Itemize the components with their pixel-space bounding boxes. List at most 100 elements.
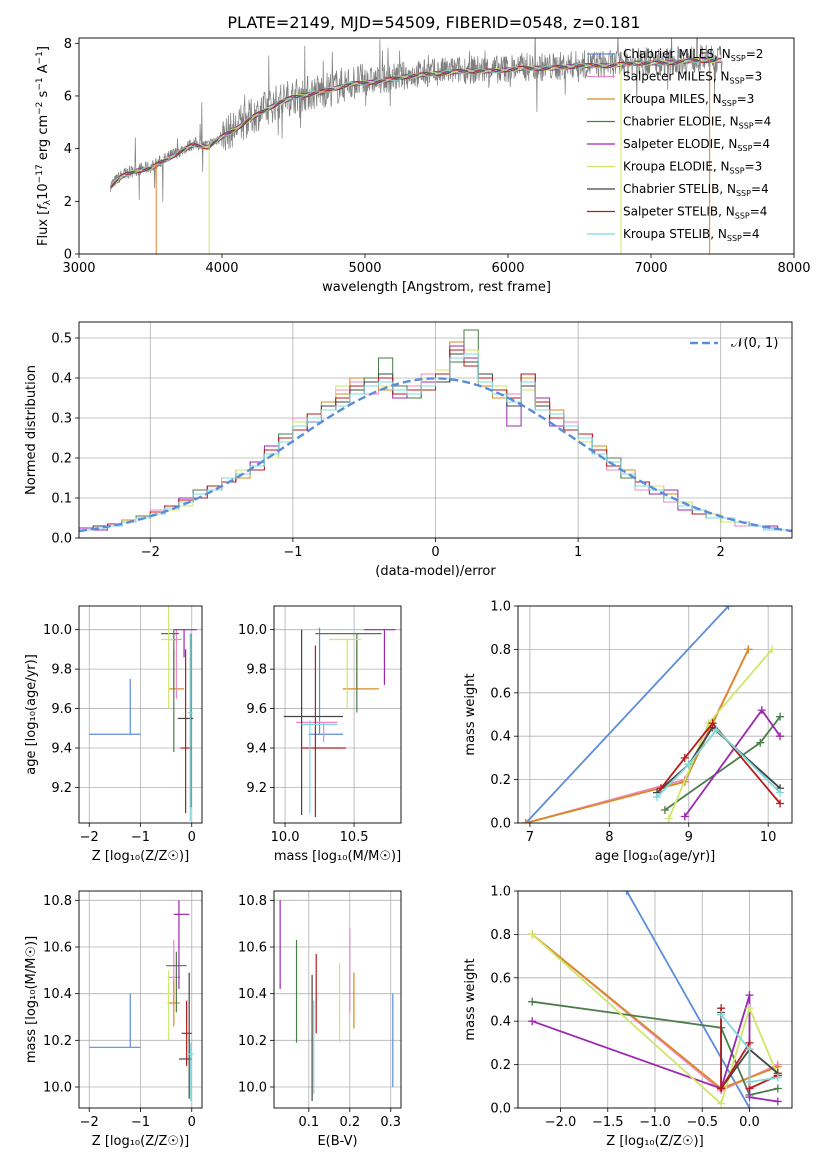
legend-model: Chabrier ELODIE, N [623,115,739,129]
y-tick-label: 10.4 [238,987,267,1002]
y-tick-label: 0.4 [51,372,72,387]
y-tick-label: 0.0 [490,817,511,832]
y-tick-label: 10.0 [238,623,267,638]
y-tick-label: 10.2 [43,1034,72,1049]
x-tick-label: 9 [685,830,693,845]
y-tick-label: 9.4 [246,742,267,757]
x-tick-label: −1 [283,545,302,560]
x-tick-label: −1.5 [592,1115,624,1130]
x-axis-label: age [log₁₀(age/yr)] [595,849,716,864]
x-axis-label: mass [log₁₀(M/M☉)] [274,849,401,864]
weight-line-kroupa-stelib [720,1014,778,1084]
y-axis-label: mass weight [463,673,478,755]
weight-marker [708,719,717,728]
y-tick-label: 0.0 [51,532,72,547]
y-axis-label-part: −1 [35,51,45,64]
y-tick-label: 8 [64,37,72,52]
legend-entry: Kroupa STELIB, NSSP=4 [623,227,760,243]
legend-nssp: =4 [754,115,772,129]
axes-frame [517,605,793,824]
y-tick-label: 10.0 [43,623,72,638]
x-tick-label: −2 [80,1115,99,1130]
x-tick-label: −1 [131,830,150,845]
weight-marker [773,1084,782,1093]
legend-sub: SSP [739,122,754,131]
x-tick-label: 10.0 [271,830,300,845]
legend-model: Salpeter ELODIE, N [623,137,737,151]
x-tick-label: −1 [131,1115,150,1130]
y-axis-label-part: −17 [35,164,45,183]
y-tick-label: 9.6 [51,702,72,717]
weight-marker [712,725,721,734]
x-axis-label: E(B-V) [317,1134,357,1149]
x-tick-label: 10 [760,830,777,845]
figure-title: PLATE=2149, MJD=54509, FIBERID=0548, z=0… [227,13,640,32]
legend-nssp: =3 [745,160,763,174]
x-tick-label: 4000 [205,261,238,276]
legend-entry: Kroupa MILES, NSSP=3 [623,92,754,108]
x-tick-label: −2 [80,830,99,845]
y-axis-label: mass weight [463,958,478,1040]
weight-marker [528,997,537,1006]
y-axis-label-part: 10 [36,183,51,200]
y-axis-label-part: s [36,90,51,101]
y-tick-label: 0.6 [490,686,511,701]
weight-marker [768,645,777,654]
x-tick-label: −1.0 [639,1115,671,1130]
y-tick-label: 0.0 [490,1102,511,1117]
y-tick-label: 4 [64,142,72,157]
legend-nssp: =4 [750,205,768,219]
weight-marker [773,1097,782,1106]
weight-line-chabrier-miles [625,891,751,1108]
legend-entry: 𝒩(0, 1) [731,336,778,351]
y-axis-label-part: −2 [35,102,45,115]
residuals-marks [79,329,792,533]
chart-panels: 3000 4000 5000 6000 7000 800002468wavelength … [24,37,811,1149]
weight-marker [717,1010,726,1019]
y-axis-label-part: erg cm [36,115,51,164]
legend-entry: Chabrier MILES, NSSP=2 [623,47,763,63]
legend-model: Kroupa ELODIE, N [623,160,730,174]
legend: Chabrier MILES, NSSP=2 Salpeter MILES, NS… [587,47,771,243]
y-tick-label: 0.8 [490,643,511,658]
axes-frame [78,37,795,255]
x-tick-label: 0.2 [339,1115,360,1130]
x-axis-label: Z [log₁₀(Z/Z☉)] [606,1134,703,1149]
residuals-panel: −2 −1 0 1 2 0.0 0.1 0.2 0.3 0.4 0.5 (data-model)/er… [24,321,793,579]
x-axis-label: wavelength [Angstrom, rest frame] [322,280,551,295]
weight-marker [660,805,669,814]
x-tick-label: 0 [188,830,196,845]
mass-weight-vs-age-marks [521,606,785,823]
model-spectrum-chabrier-stelib [110,58,722,190]
y-tick-label: 6 [64,89,72,104]
y-tick-label: 10.2 [238,1034,267,1049]
legend-model: Kroupa MILES, N [623,92,722,106]
x-tick-label: 2 [717,545,725,560]
age-vs-z-panel: −2 −1 0 9.2 9.4 9.6 9.8 10.0 Z [log₁₀(Z/Z☉)] age … [24,605,203,864]
x-tick-label: 0 [188,1115,196,1130]
y-tick-label: 10.8 [238,894,267,909]
weight-line-chabrier-elodie [532,1000,779,1097]
y-tick-label: 0.3 [51,412,72,427]
weight-marker [656,784,665,793]
axes-frame [78,321,793,539]
legend-entry: Chabrier ELODIE, NSSP=4 [623,115,771,131]
y-tick-label: 2 [64,195,72,210]
x-tick-label: 8 [605,830,613,845]
legend-entry: Chabrier STELIB, NSSP=4 [623,182,769,198]
y-tick-label: 0.1 [51,492,72,507]
age-vs-mass-marks [283,627,396,818]
y-tick-label: 0.5 [51,332,72,347]
y-tick-label: 0.2 [51,452,72,467]
legend-entry: Salpeter MILES, NSSP=3 [623,70,762,86]
weight-marker [757,706,766,715]
weight-marker [717,1099,726,1108]
mass-vs-ebv-panel: 0.1 0.2 0.3 10.0 10.2 10.4 10.6 10.8 E(B-V) [238,890,402,1149]
spectrum-panel: 3000 4000 5000 6000 7000 8000 0 2 4 6 8 wavelength … [35,37,811,295]
y-axis-label-part: λ [43,199,53,205]
legend-entry: Kroupa ELODIE, NSSP=3 [623,160,762,176]
observed-spectrum [110,38,723,202]
y-tick-label: 0.4 [490,730,511,745]
y-tick-label: 0.4 [490,1015,511,1030]
x-tick-label: −0.5 [686,1115,718,1130]
